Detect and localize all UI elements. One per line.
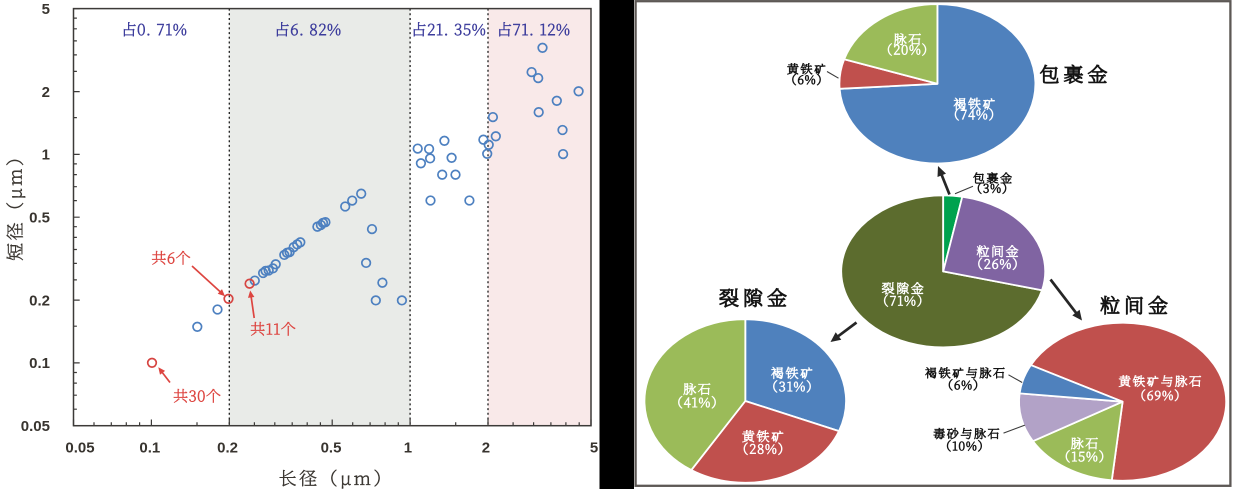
svg-text:0.2: 0.2 bbox=[29, 292, 50, 309]
svg-text:5: 5 bbox=[590, 440, 598, 457]
svg-text:0.5: 0.5 bbox=[29, 210, 50, 227]
svg-text:5: 5 bbox=[42, 1, 50, 18]
svg-text:2: 2 bbox=[42, 84, 50, 101]
svg-text:1: 1 bbox=[404, 440, 412, 457]
svg-text:2: 2 bbox=[482, 440, 490, 457]
svg-text:0.1: 0.1 bbox=[139, 440, 160, 457]
svg-text:0.5: 0.5 bbox=[321, 440, 342, 457]
svg-text:1: 1 bbox=[42, 147, 50, 164]
svg-text:0.1: 0.1 bbox=[29, 355, 50, 372]
svg-text:0.2: 0.2 bbox=[217, 440, 238, 457]
svg-text:0.05: 0.05 bbox=[65, 440, 94, 457]
svg-text:0.05: 0.05 bbox=[21, 418, 50, 435]
